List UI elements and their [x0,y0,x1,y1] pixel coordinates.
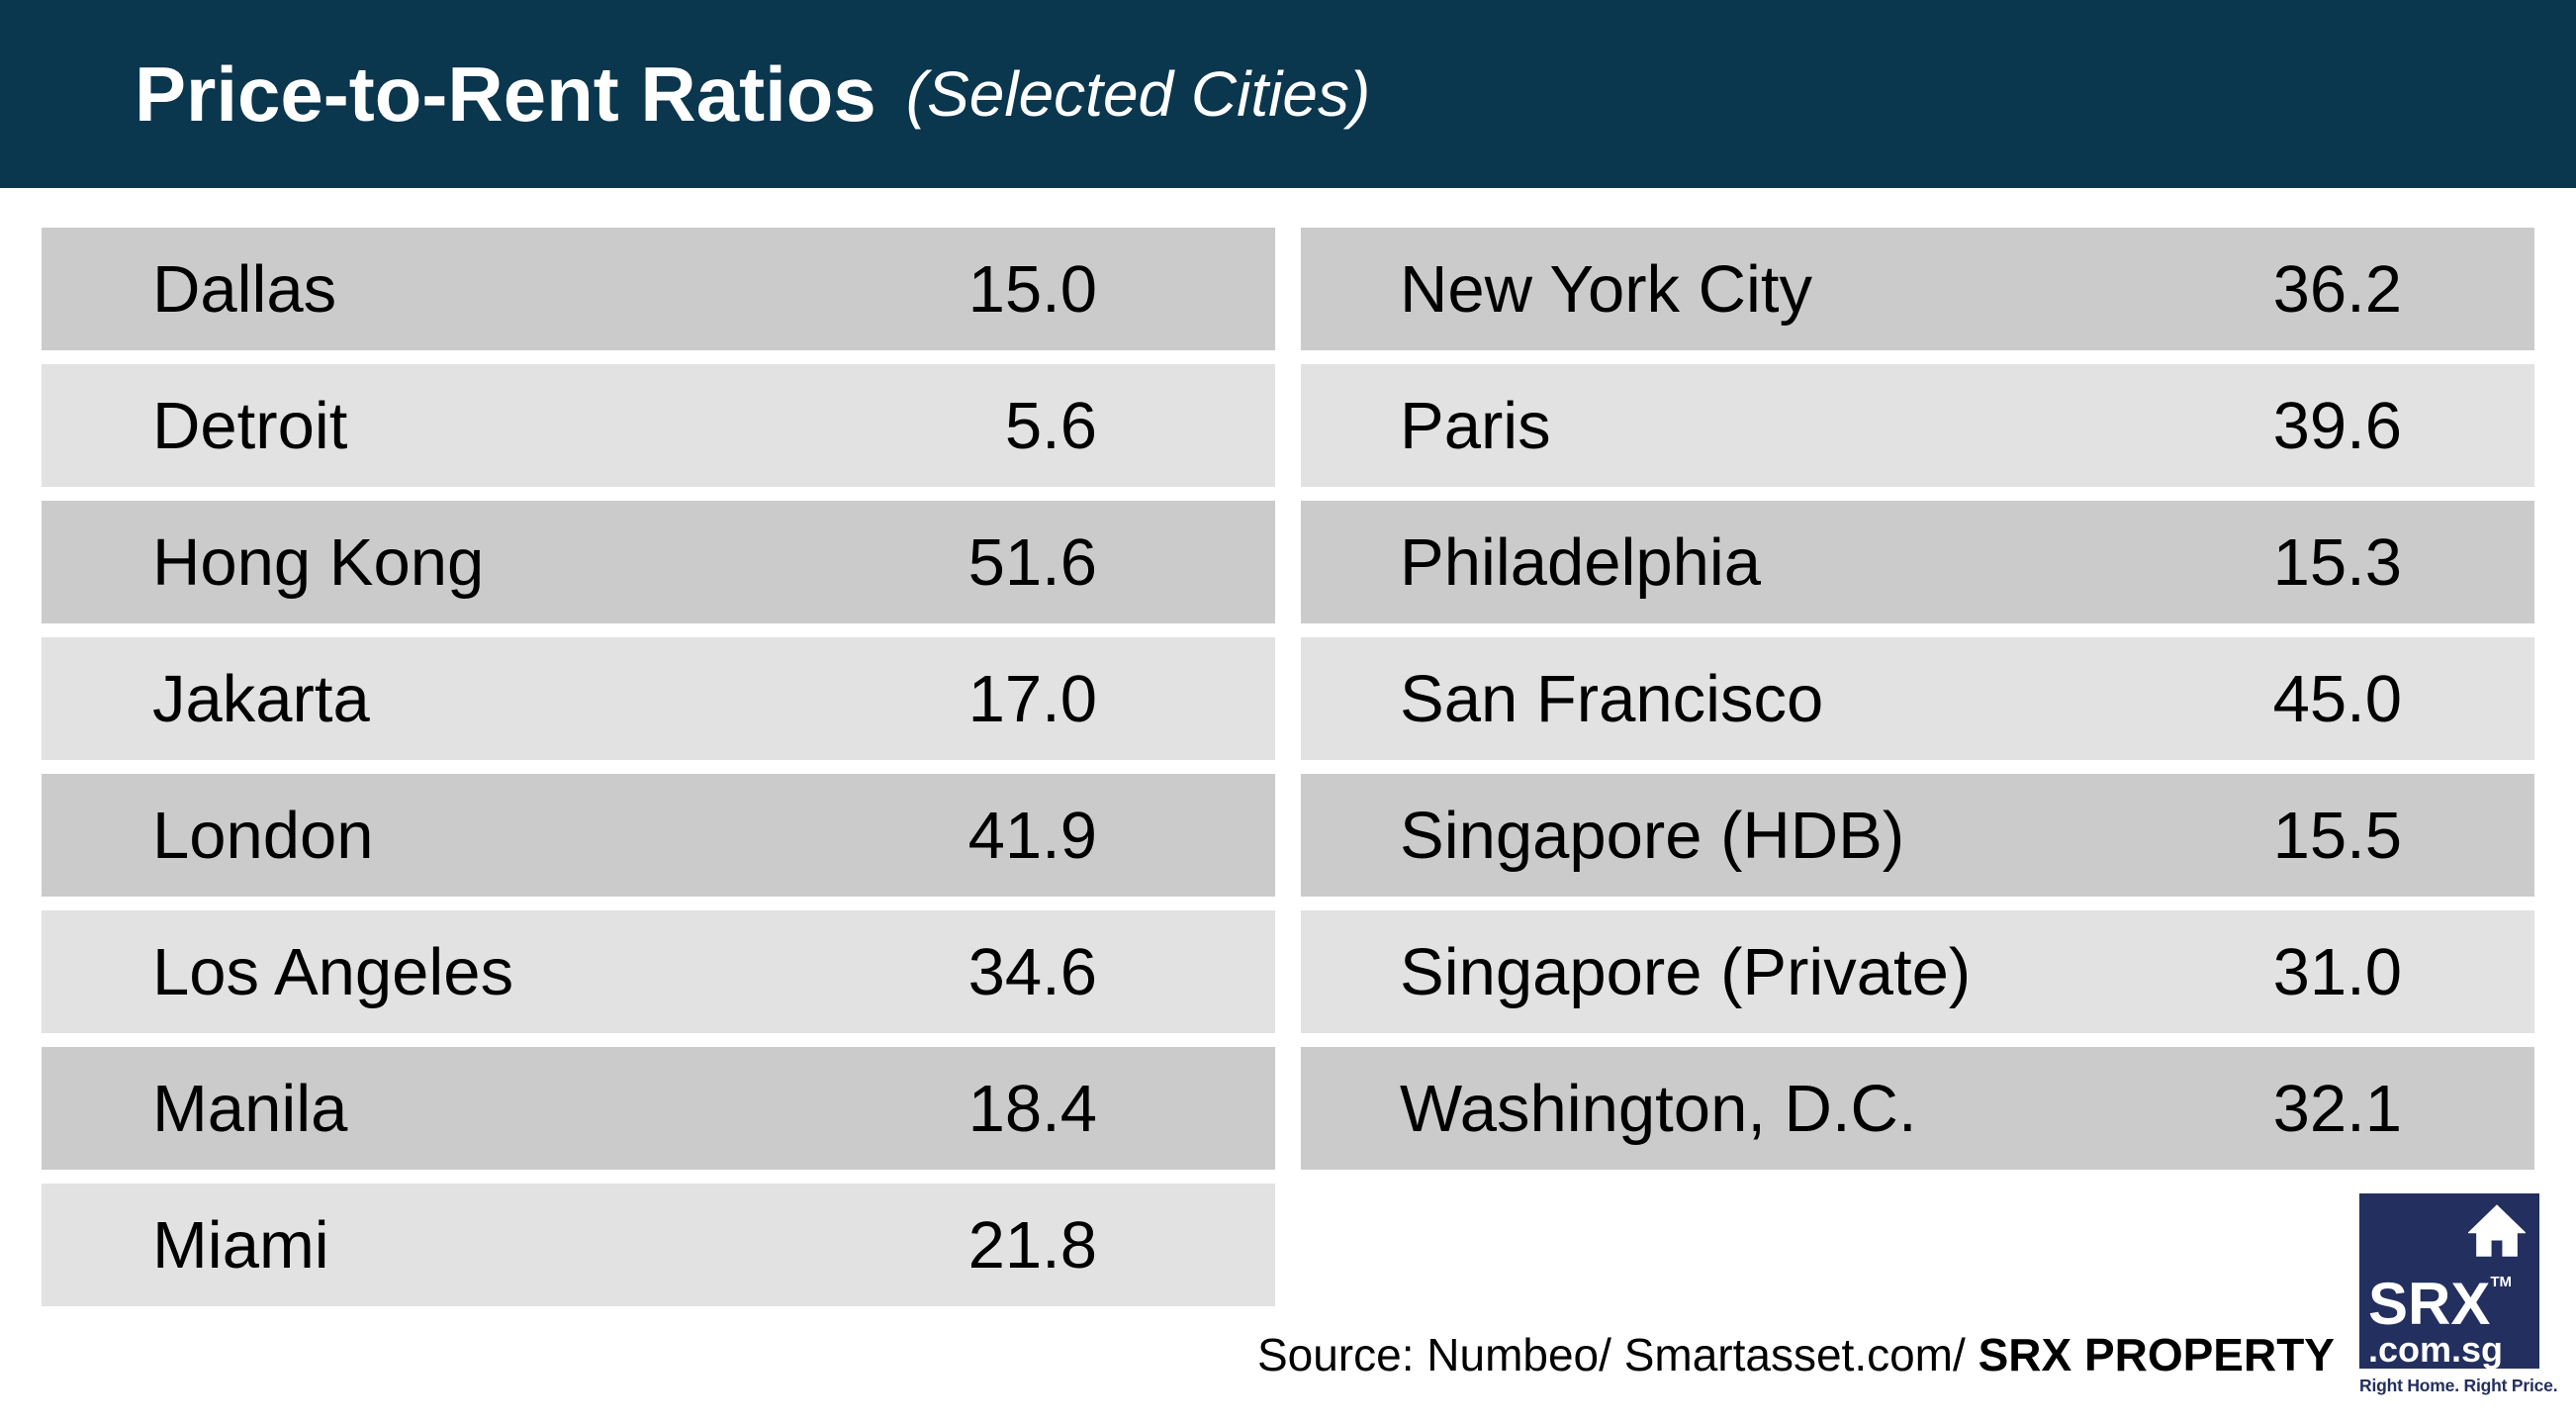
city-label: Jakarta [152,661,370,736]
table-row: Singapore (HDB) 15.5 [1301,774,2534,897]
table-row: Detroit 5.6 [42,364,1275,487]
source-attribution: Source: Numbeo/ Smartasset.com/ SRX PROP… [1257,1328,2335,1381]
ratio-value: 15.5 [2272,798,2402,873]
house-icon [2468,1204,2526,1257]
city-label: Los Angeles [152,934,514,1009]
srx-logo-domain: .com.sg [2368,1329,2504,1370]
ratio-value: 39.6 [2272,388,2402,463]
ratio-value: 21.8 [967,1207,1097,1282]
table-row: New York City 36.2 [1301,228,2534,350]
header-bar: Price-to-Rent Ratios (Selected Cities) [0,0,2576,188]
table-column-left: Dallas 15.0 Detroit 5.6 Hong Kong 51.6 J… [42,228,1275,1320]
srx-logo-brand: SRXTM [2368,1275,2512,1334]
table-column-right: New York City 36.2 Paris 39.6 Philadelph… [1301,228,2534,1184]
city-label: San Francisco [1400,661,1824,736]
table-row: Los Angeles 34.6 [42,910,1275,1033]
ratio-value: 15.0 [967,251,1097,327]
city-label: Washington, D.C. [1400,1071,1917,1146]
city-label: Singapore (Private) [1400,934,1972,1009]
city-label: Hong Kong [152,524,485,600]
srx-logo-box: SRXTM .com.sg [2359,1193,2539,1369]
table-row: Miami 21.8 [42,1184,1275,1306]
city-label: New York City [1400,251,1813,327]
srx-logo-tagline: Right Home. Right Price. [2359,1376,2558,1395]
ratio-value: 41.9 [967,798,1097,873]
source-brand: SRX PROPERTY [1978,1329,2335,1380]
city-label: Dallas [152,251,337,327]
table-row: Jakarta 17.0 [42,637,1275,760]
ratio-value: 15.3 [2272,524,2402,600]
city-label: London [152,798,374,873]
page-subtitle: (Selected Cities) [905,58,1371,130]
table-row: Dallas 15.0 [42,228,1275,350]
city-label: Detroit [152,388,348,463]
table-row: Singapore (Private) 31.0 [1301,910,2534,1033]
table-row: Washington, D.C. 32.1 [1301,1047,2534,1170]
city-label: Manila [152,1071,348,1146]
table-row: San Francisco 45.0 [1301,637,2534,760]
table-row: Paris 39.6 [1301,364,2534,487]
ratio-value: 51.6 [967,524,1097,600]
srx-logo: SRXTM .com.sg Right Home. Right Price. [2359,1193,2558,1396]
trademark-symbol: TM [2490,1274,2513,1290]
city-label: Paris [1400,388,1551,463]
table-row: Manila 18.4 [42,1047,1275,1170]
ratio-value: 36.2 [2272,251,2402,327]
ratio-value: 32.1 [2272,1071,2402,1146]
ratio-value: 31.0 [2272,934,2402,1009]
table-row: Philadelphia 15.3 [1301,501,2534,623]
ratio-value: 18.4 [967,1071,1097,1146]
srx-logo-text: SRX [2368,1271,2491,1337]
ratio-value: 34.6 [967,934,1097,1009]
ratio-value: 17.0 [967,661,1097,736]
city-label: Philadelphia [1400,524,1762,600]
ratio-value: 45.0 [2272,661,2402,736]
table-row: London 41.9 [42,774,1275,897]
ratio-value: 5.6 [1004,388,1097,463]
city-label: Singapore (HDB) [1400,798,1905,873]
page-title: Price-to-Rent Ratios [135,49,876,138]
source-text: Source: Numbeo/ Smartasset.com/ [1256,1329,1978,1380]
city-label: Miami [152,1207,329,1282]
table-row: Hong Kong 51.6 [42,501,1275,623]
